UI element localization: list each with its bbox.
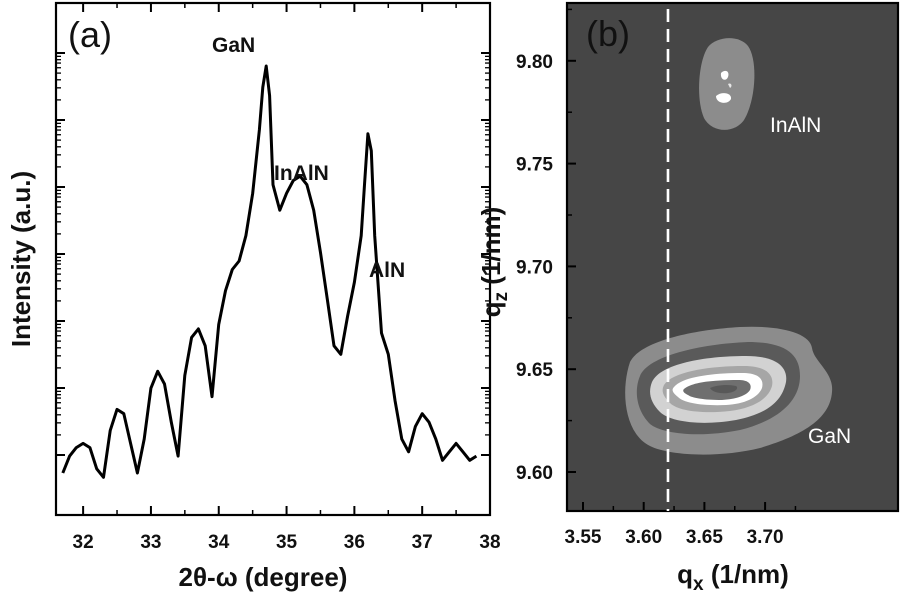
panel-a-x-tick-label: 34 xyxy=(208,532,230,553)
aln-peak-label: AlN xyxy=(369,259,405,282)
panel-b-y-tick-label: 9.80 xyxy=(516,52,553,73)
panel-b-ticks: 3.55 3.60 3.65 3.70 9.60 9.65 9.70 9.75 9.80 xyxy=(516,8,797,548)
inaln-rsm-label: InAlN xyxy=(770,114,821,137)
panel-a-x-tick-label: 38 xyxy=(479,532,500,553)
panel-a-ticks: 32 33 34 35 36 37 38 xyxy=(56,3,501,553)
panel-b: 3.55 3.60 3.65 3.70 9.60 9.65 9.70 9.75 9.80 (b)… xyxy=(476,1,900,593)
panel-b-x-tick-label: 3.70 xyxy=(747,527,784,548)
panel-a: 32 33 34 35 36 37 38 (a) GaN InAlN AlN 2θ-ω (d… xyxy=(6,1,501,592)
panel-a-label: (a) xyxy=(68,14,112,55)
inaln-rsm-peak xyxy=(699,38,755,130)
panel-a-x-tick-label: 35 xyxy=(276,532,298,553)
panel-a-x-axis-label: 2θ-ω (degree) xyxy=(179,562,348,592)
panel-b-x-axis-label-main: q xyxy=(677,559,693,589)
inaln-contour-spot-3 xyxy=(728,83,732,88)
panel-b-y-tick-label: 9.70 xyxy=(516,257,553,278)
panel-b-y-axis-label-unit: (1/nm) xyxy=(476,207,506,292)
panel-b-x-tick-label: 3.65 xyxy=(686,527,723,548)
inaln-peak-label: InAlN xyxy=(274,162,329,185)
panel-b-y-axis-label-sub: z xyxy=(491,292,512,302)
panel-b-x-tick-label: 3.55 xyxy=(565,527,602,548)
panel-b-x-tick-label: 3.60 xyxy=(625,527,662,548)
gan-rsm-label: GaN xyxy=(808,425,851,448)
panel-b-y-tick-label: 9.60 xyxy=(516,463,553,484)
gan-contour-core xyxy=(710,384,738,394)
xrd-scan-line xyxy=(61,64,478,479)
panel-a-plot-area xyxy=(54,1,492,517)
panel-b-y-axis-label-main: q xyxy=(476,301,506,317)
gan-rsm-peak xyxy=(625,326,833,455)
panel-b-y-tick-label: 9.75 xyxy=(516,155,553,176)
gan-peak-label: GaN xyxy=(212,34,255,57)
panel-b-x-axis-label: qx (1/nm) xyxy=(677,559,789,593)
panel-a-x-tick-label: 37 xyxy=(412,532,433,553)
panel-a-x-tick-label: 33 xyxy=(140,532,161,553)
panel-b-label: (b) xyxy=(586,13,630,54)
panel-a-x-tick-label: 36 xyxy=(344,532,365,553)
panel-b-y-tick-label: 9.65 xyxy=(516,360,553,381)
panel-a-y-axis-label: Intensity (a.u.) xyxy=(6,171,36,347)
panel-b-y-axis-label: qz (1/nm) xyxy=(476,207,512,318)
panel-b-x-axis-label-unit: (1/nm) xyxy=(704,559,789,589)
panel-b-x-axis-label-sub: x xyxy=(693,574,704,593)
inaln-contour-outer xyxy=(699,38,755,130)
inaln-contour-spot-2 xyxy=(716,93,732,103)
inaln-contour-spot-1 xyxy=(720,70,729,80)
panel-a-x-tick-label: 32 xyxy=(73,532,94,553)
